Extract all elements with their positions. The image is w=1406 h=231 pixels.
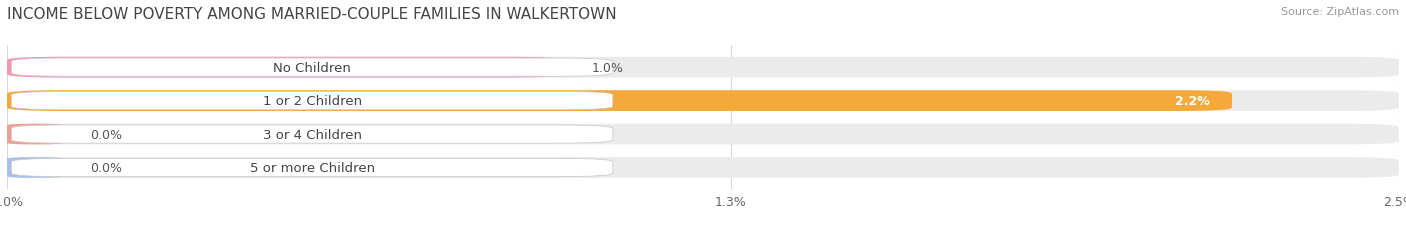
Text: 1 or 2 Children: 1 or 2 Children: [263, 95, 361, 108]
Text: 0.0%: 0.0%: [90, 128, 122, 141]
FancyBboxPatch shape: [7, 158, 63, 178]
Text: INCOME BELOW POVERTY AMONG MARRIED-COUPLE FAMILIES IN WALKERTOWN: INCOME BELOW POVERTY AMONG MARRIED-COUPL…: [7, 7, 617, 22]
Text: 3 or 4 Children: 3 or 4 Children: [263, 128, 361, 141]
FancyBboxPatch shape: [7, 158, 1399, 178]
Text: 2.2%: 2.2%: [1175, 95, 1209, 108]
Text: Source: ZipAtlas.com: Source: ZipAtlas.com: [1281, 7, 1399, 17]
FancyBboxPatch shape: [7, 91, 1232, 112]
FancyBboxPatch shape: [11, 125, 613, 143]
Text: 0.0%: 0.0%: [90, 161, 122, 174]
FancyBboxPatch shape: [7, 58, 1399, 78]
FancyBboxPatch shape: [11, 59, 613, 77]
Text: 1.0%: 1.0%: [592, 61, 623, 74]
FancyBboxPatch shape: [11, 92, 613, 110]
Text: No Children: No Children: [273, 61, 352, 74]
FancyBboxPatch shape: [7, 58, 564, 78]
FancyBboxPatch shape: [7, 124, 1399, 145]
FancyBboxPatch shape: [7, 124, 63, 145]
FancyBboxPatch shape: [11, 159, 613, 177]
FancyBboxPatch shape: [7, 91, 1399, 112]
Text: 5 or more Children: 5 or more Children: [250, 161, 375, 174]
